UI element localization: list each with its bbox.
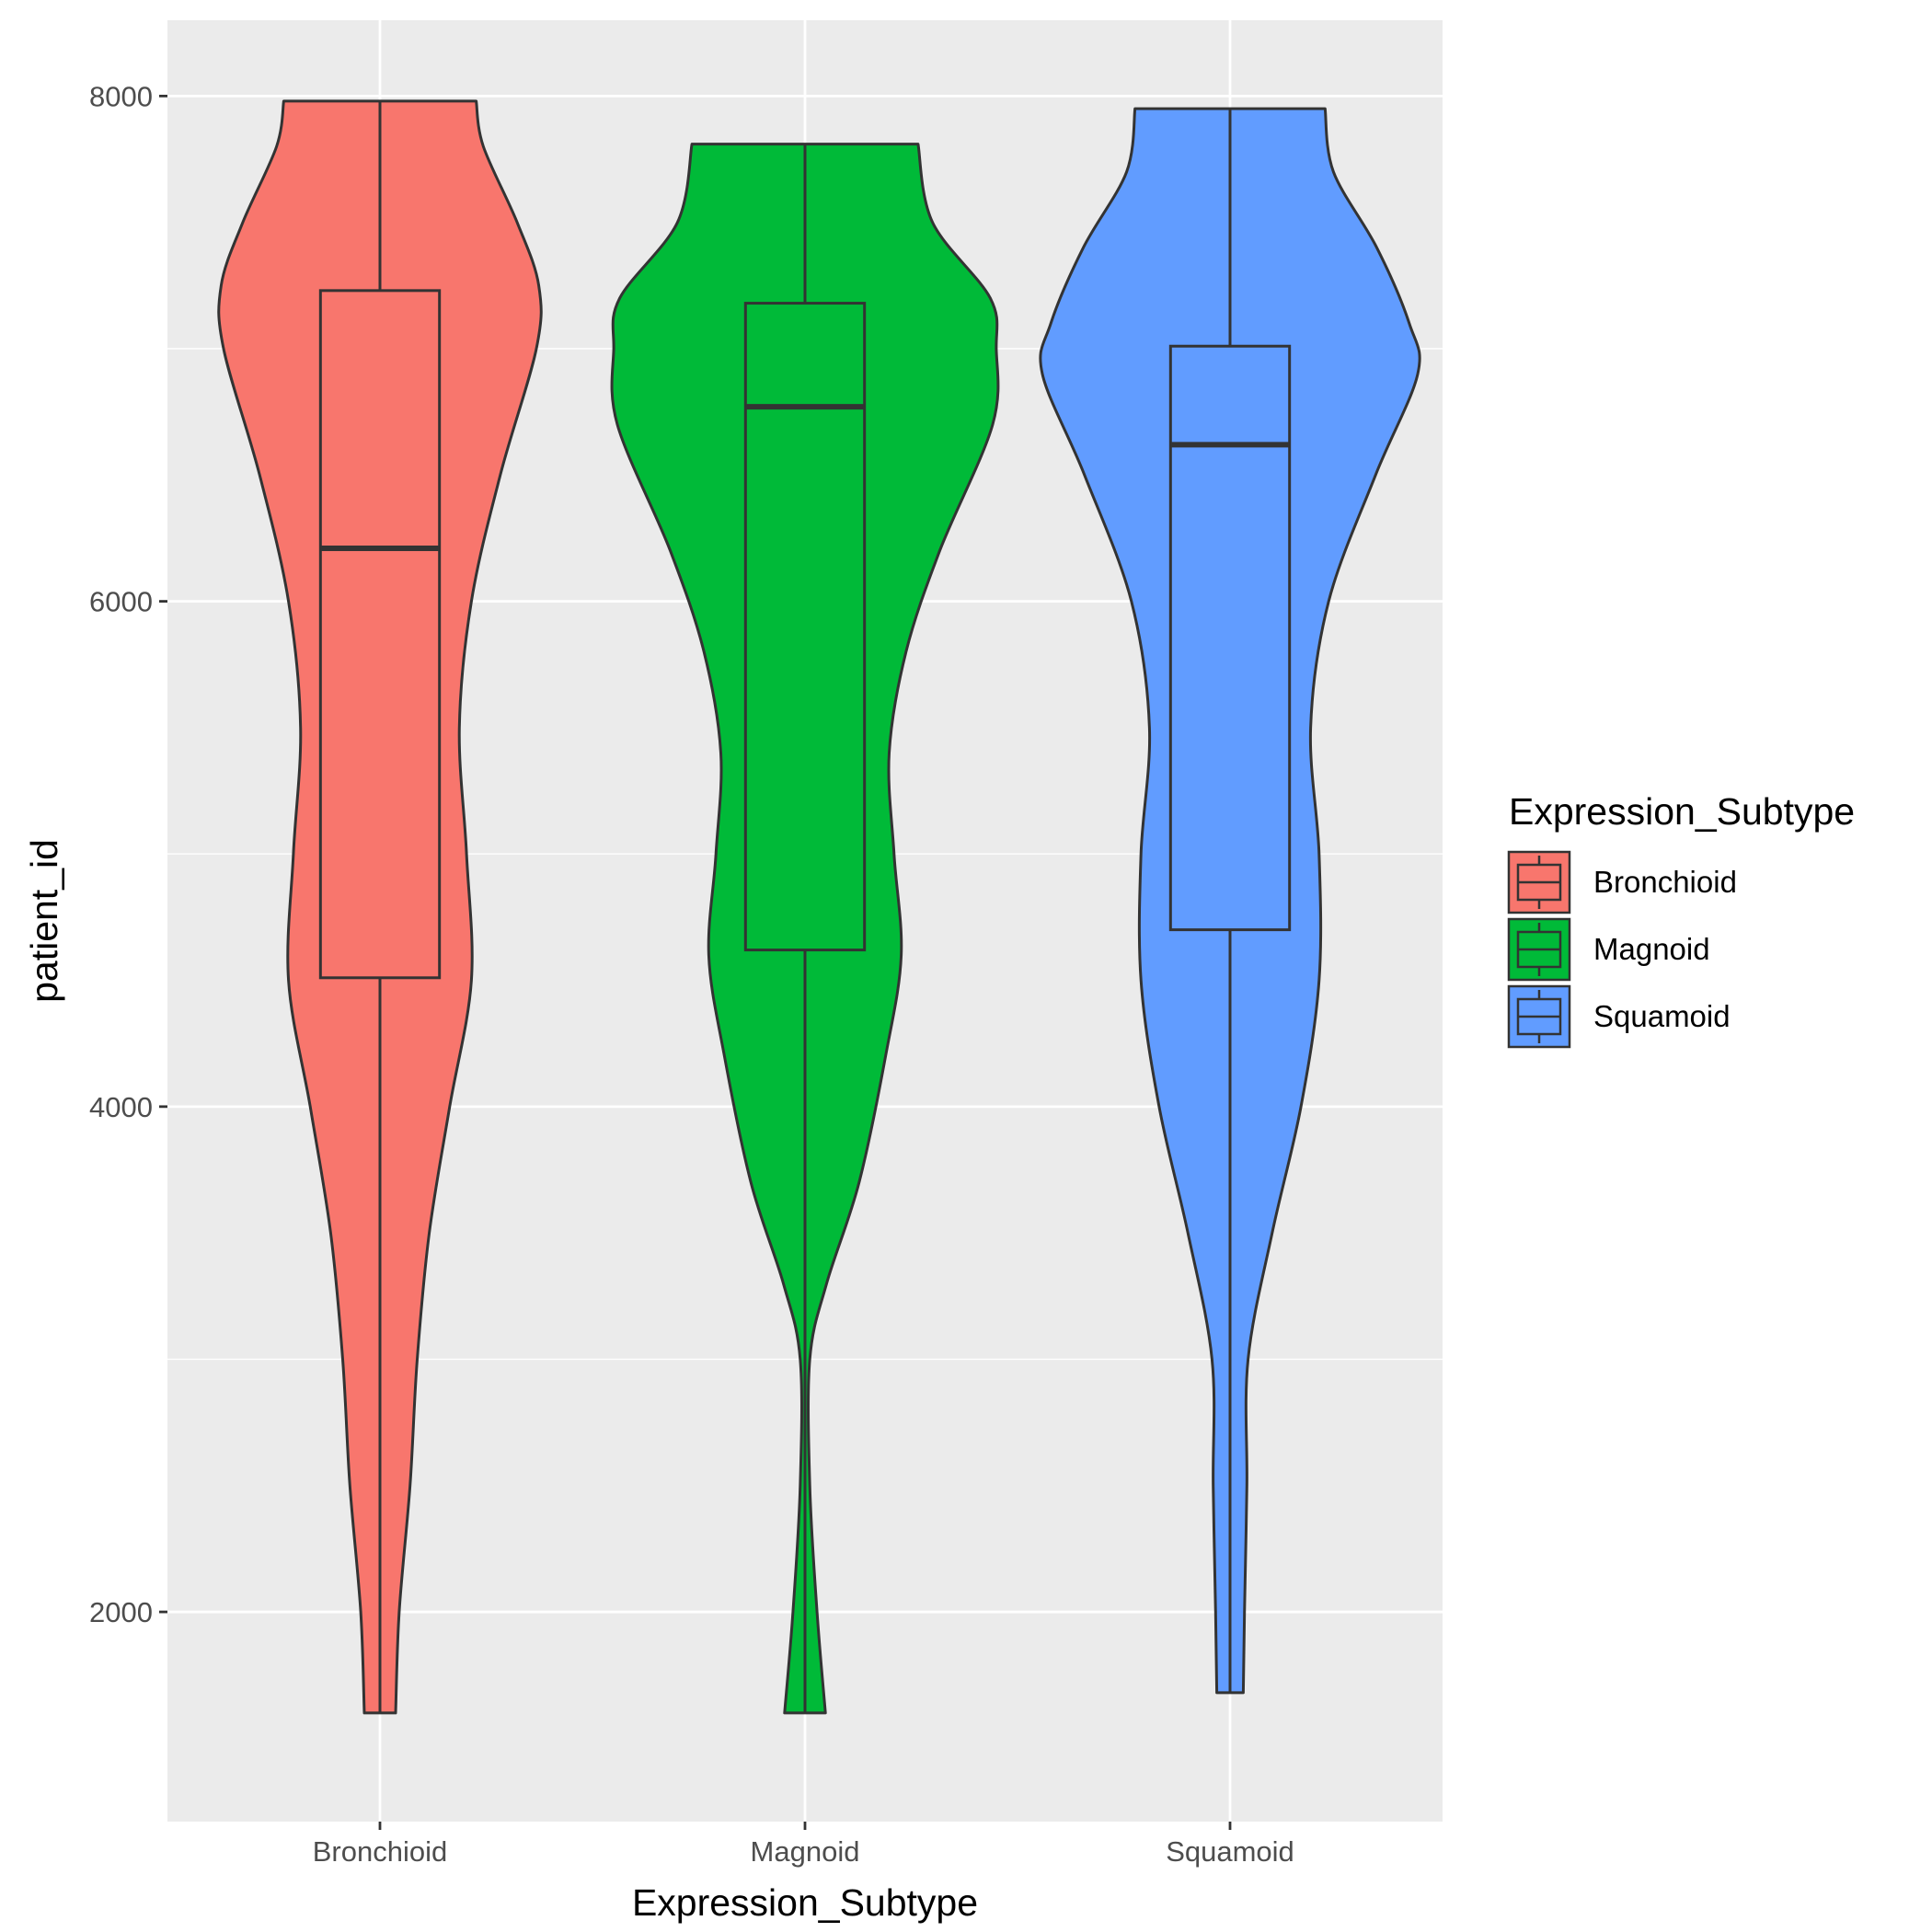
boxplots bbox=[318, 100, 1292, 1713]
y-tick-label: 4000 bbox=[89, 1091, 153, 1123]
x-axis-title: Expression_Subtype bbox=[632, 1881, 978, 1924]
x-tick-label: Bronchioid bbox=[313, 1835, 447, 1868]
x-tick-label: Magnoid bbox=[751, 1835, 860, 1868]
legend-label-squamoid: Squamoid bbox=[1593, 999, 1731, 1033]
x-tick-label: Squamoid bbox=[1166, 1835, 1294, 1868]
legend-keys: Bronchioid Magnoid Squamoid bbox=[1507, 850, 1737, 1049]
y-tick-label: 2000 bbox=[89, 1596, 153, 1628]
box-magnoid bbox=[743, 302, 867, 952]
y-axis-title: patient_id bbox=[23, 839, 65, 1003]
y-axis: 2000 4000 6000 8000 bbox=[89, 80, 167, 1628]
y-tick-label: 8000 bbox=[89, 80, 153, 112]
legend: Expression_Subtype Bronchioid Magnoid Squa… bbox=[1507, 790, 1855, 1049]
box-squamoid bbox=[1168, 344, 1292, 932]
legend-title: Expression_Subtype bbox=[1509, 790, 1855, 833]
legend-label-bronchioid: Bronchioid bbox=[1593, 865, 1737, 899]
box-bronchioid bbox=[318, 289, 442, 980]
x-axis: Bronchioid Magnoid Squamoid bbox=[313, 1822, 1294, 1868]
y-tick-label: 6000 bbox=[89, 586, 153, 618]
legend-label-magnoid: Magnoid bbox=[1593, 932, 1710, 966]
